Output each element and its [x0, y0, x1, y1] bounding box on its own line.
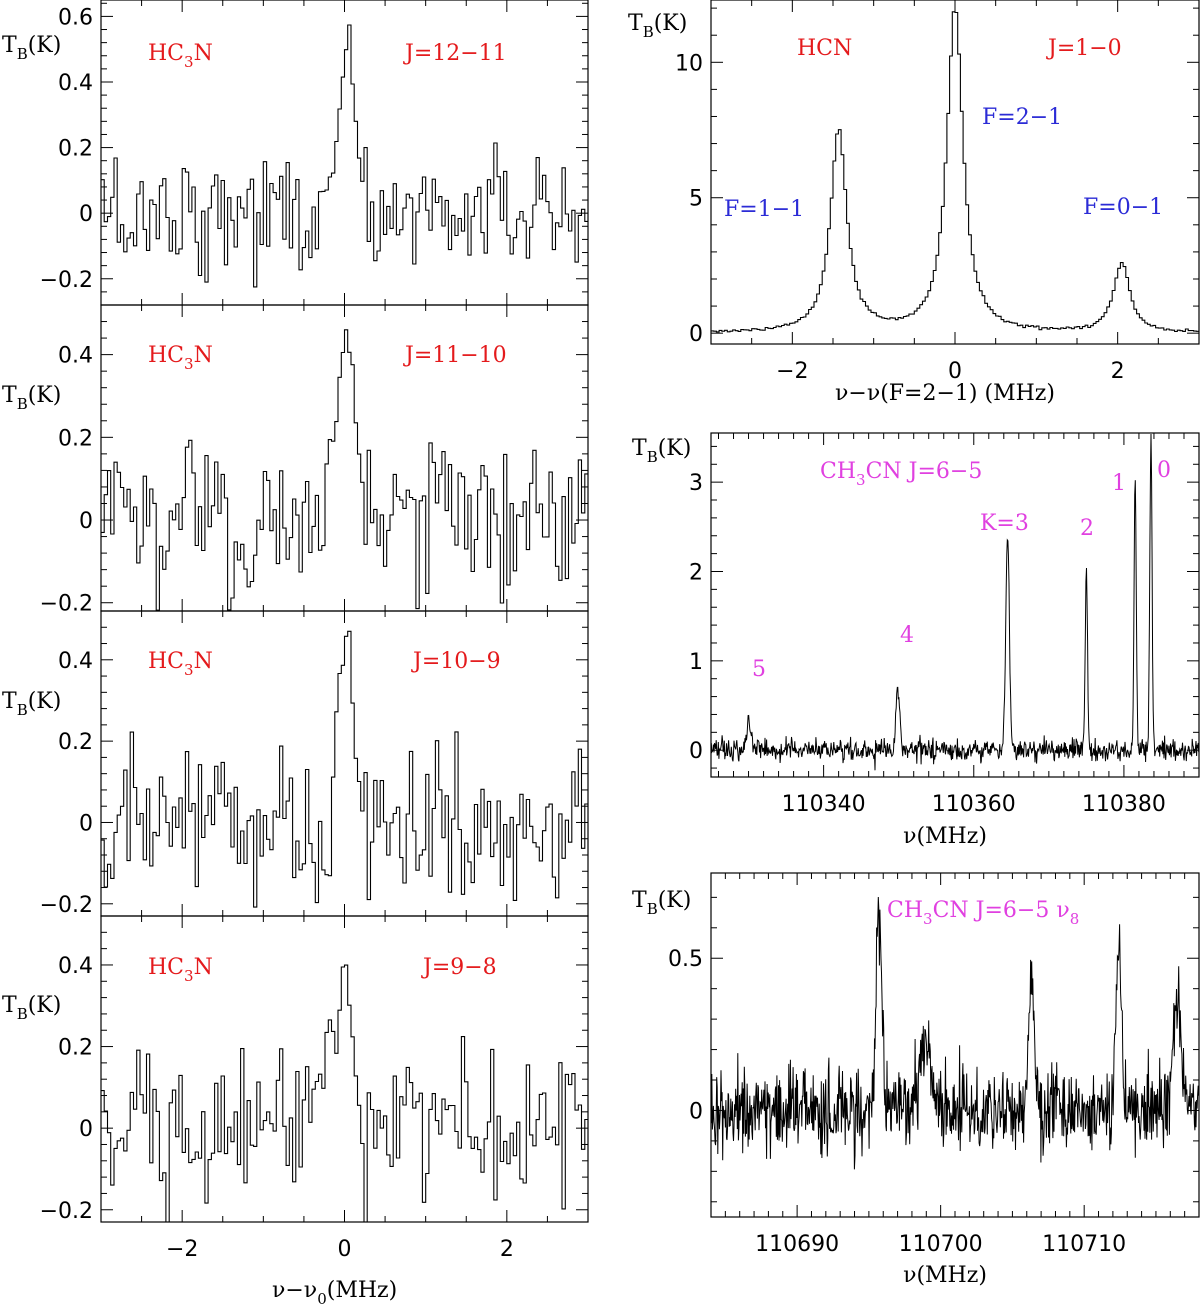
k-component-label: 4	[900, 623, 914, 648]
y-tick-label: 3	[689, 471, 703, 496]
species-label: HC3N	[148, 343, 213, 373]
y-tick-label: 0.2	[58, 137, 93, 162]
y-tick-label: 0.4	[58, 71, 93, 96]
y-tick-label: 0.2	[58, 1036, 93, 1061]
y-tick-label: 0	[79, 202, 93, 227]
y-tick-label: 0.4	[58, 344, 93, 369]
spectrum-trace	[101, 24, 588, 288]
panel-1: −0.2 0 0.2 0.4 0.6 TB(K) HC3N J=12−11	[2, 0, 589, 306]
panel-2: −0.2 0 0.2 0.4 TB(K) HC3N J=11−10	[2, 304, 589, 617]
panel-5: 0 5 10 −2 0 2 TB(K) HCN J=1−0 F=2−1 F=1−1 F=0−1 ν−ν(…	[628, 0, 1200, 406]
y-axis-label: TB(K)	[2, 689, 61, 719]
y-tick-label: 0.4	[58, 649, 93, 674]
y-tick-label: 0.4	[58, 954, 93, 979]
k-component-label: 5	[752, 657, 766, 682]
x-tick-label: 2	[1111, 359, 1125, 384]
y-tick-label: 1	[689, 650, 703, 675]
k-component-label: 1	[1112, 471, 1126, 496]
panel-4: −0.2 0 0.2 0.4 −2 0 2 TB(K) HC3N J=9−8 ν−ν0(MHz)	[2, 915, 589, 1307]
species-label: CH3CN J=6−5	[820, 459, 982, 489]
y-tick-label: −0.2	[40, 592, 93, 617]
transition-label: J=11−10	[403, 343, 507, 368]
y-tick-label: 0	[689, 739, 703, 764]
plot-frame	[710, 432, 1200, 778]
y-axis-label: TB(K)	[628, 11, 687, 41]
x-tick-label: 110700	[899, 1232, 983, 1257]
y-tick-label: 0.6	[58, 5, 93, 30]
x-tick-label: 110360	[932, 792, 1016, 817]
x-axis-label: ν(MHz)	[903, 1263, 987, 1288]
y-axis-label: TB(K)	[2, 993, 61, 1023]
y-tick-label: 0	[79, 509, 93, 534]
k-component-label: 2	[1080, 516, 1094, 541]
x-tick-label: 0	[948, 359, 962, 384]
x-axis-label: ν(MHz)	[903, 824, 987, 849]
transition-label: J=12−11	[403, 41, 507, 66]
x-tick-label: 110690	[755, 1232, 839, 1257]
y-tick-label: −0.2	[40, 268, 93, 293]
y-tick-label: 0.5	[668, 947, 703, 972]
panel-3: −0.2 0 0.2 0.4 TB(K) HC3N J=10−9	[2, 610, 589, 918]
x-axis-label: ν−ν(F=2−1) (MHz)	[835, 381, 1055, 406]
y-tick-label: 0.2	[58, 730, 93, 755]
y-axis-label: TB(K)	[632, 888, 691, 918]
y-tick-label: 10	[675, 51, 703, 76]
x-tick-label: 110710	[1042, 1232, 1126, 1257]
y-tick-label: −0.2	[40, 893, 93, 918]
k-component-label: K=3	[980, 511, 1029, 536]
y-tick-label: 2	[689, 560, 703, 585]
plot-frame	[710, 872, 1200, 1218]
spectrum-trace	[101, 329, 588, 611]
y-tick-label: 0	[79, 1117, 93, 1142]
x-tick-label: −2	[166, 1237, 198, 1262]
spectrum-trace	[101, 630, 588, 908]
species-label: HC3N	[148, 41, 213, 71]
x-tick-label: 110340	[782, 792, 866, 817]
transition-label: J=9−8	[421, 955, 497, 980]
k-component-label: 0	[1157, 458, 1171, 483]
species-label: HCN	[797, 36, 852, 61]
hyperfine-label: F=1−1	[724, 197, 804, 222]
spectrum-trace	[710, 433, 1200, 771]
spectrum-trace	[711, 11, 1199, 333]
y-tick-label: 5	[689, 187, 703, 212]
spectrum-trace	[101, 964, 588, 1223]
x-tick-label: 0	[338, 1237, 352, 1262]
species-label: HC3N	[148, 955, 213, 985]
y-tick-label: 0	[689, 1099, 703, 1124]
x-axis-label: ν−ν0(MHz)	[272, 1278, 397, 1307]
panel-7: 0 0.5 110690 110700 110710 TB(K) CH3CN J=6−5 ν…	[632, 872, 1200, 1288]
y-tick-label: 0.2	[58, 426, 93, 451]
hyperfine-label: F=2−1	[982, 105, 1062, 130]
plot-frame	[710, 0, 1200, 345]
y-axis-label: TB(K)	[2, 383, 61, 413]
x-tick-label: −2	[776, 359, 808, 384]
species-label: CH3CN J=6−5 ν8	[887, 898, 1079, 928]
spectrum-trace	[710, 896, 1200, 1170]
transition-label: J=1−0	[1046, 36, 1122, 61]
x-tick-label: 2	[500, 1237, 514, 1262]
x-tick-label: 110380	[1082, 792, 1166, 817]
hyperfine-label: F=0−1	[1083, 195, 1163, 220]
y-axis-label: TB(K)	[2, 33, 61, 63]
y-tick-label: 0	[79, 811, 93, 836]
y-tick-label: 0	[689, 322, 703, 347]
y-axis-label: TB(K)	[632, 436, 691, 466]
transition-label: J=10−9	[411, 649, 501, 674]
species-label: HC3N	[148, 649, 213, 679]
y-tick-label: −0.2	[40, 1199, 93, 1224]
